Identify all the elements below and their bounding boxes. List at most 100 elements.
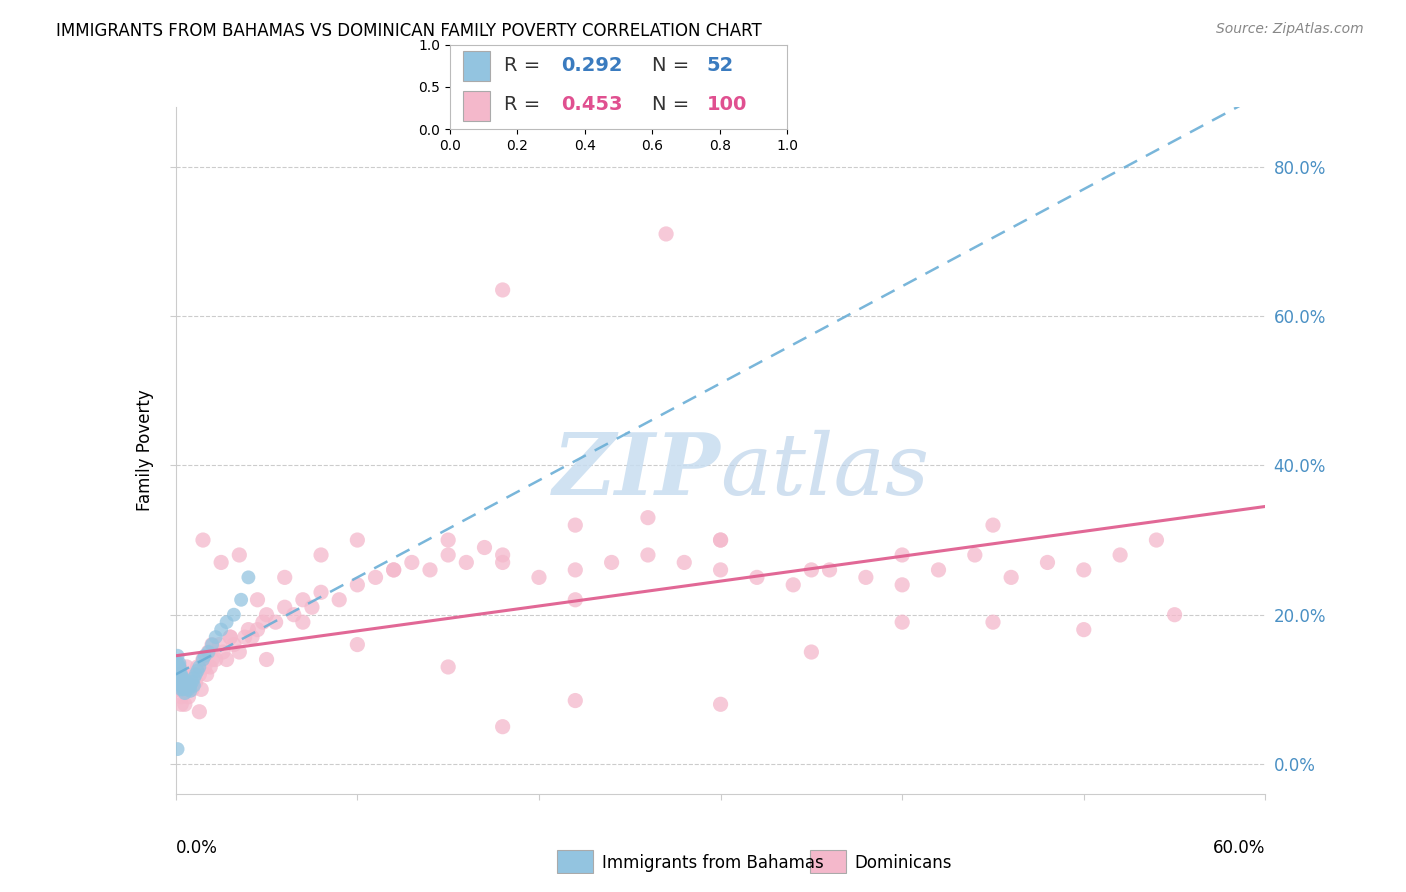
Point xyxy=(169,660,191,674)
Point xyxy=(169,660,191,674)
Text: atlas: atlas xyxy=(721,430,929,512)
Text: R =: R = xyxy=(503,95,547,114)
Point xyxy=(209,556,232,570)
Point xyxy=(527,570,550,584)
Point xyxy=(191,533,214,547)
Point xyxy=(170,690,193,704)
Point xyxy=(1073,623,1095,637)
Point xyxy=(179,679,201,693)
Point xyxy=(172,671,194,685)
Point xyxy=(222,638,245,652)
Point xyxy=(170,671,193,685)
Point xyxy=(170,676,193,690)
Text: 0.453: 0.453 xyxy=(561,95,623,114)
Point xyxy=(274,570,297,584)
Point xyxy=(170,698,193,712)
Text: 100: 100 xyxy=(706,95,747,114)
Point xyxy=(172,667,194,681)
Y-axis label: Family Poverty: Family Poverty xyxy=(136,390,155,511)
Text: 0.0%: 0.0% xyxy=(176,838,218,856)
Point xyxy=(710,698,733,712)
Point xyxy=(301,600,323,615)
Point xyxy=(1000,570,1022,584)
Point xyxy=(492,283,515,297)
Point xyxy=(215,615,238,630)
Point xyxy=(564,592,586,607)
Point xyxy=(176,660,198,674)
Point xyxy=(346,578,368,592)
Point xyxy=(474,541,496,555)
Point xyxy=(231,592,253,607)
Point xyxy=(238,570,260,584)
Point xyxy=(456,556,478,570)
Point xyxy=(179,674,201,689)
Point xyxy=(309,585,332,599)
Point xyxy=(184,674,207,689)
Point xyxy=(981,615,1004,630)
Point xyxy=(170,674,193,689)
Text: N =: N = xyxy=(652,56,696,75)
Point xyxy=(673,556,696,570)
Point xyxy=(169,667,191,681)
Point xyxy=(212,645,235,659)
Point xyxy=(173,681,195,695)
Point xyxy=(176,679,198,693)
Point xyxy=(177,690,200,704)
Point xyxy=(1036,556,1059,570)
Point xyxy=(166,648,188,663)
Point xyxy=(891,548,914,562)
Point xyxy=(201,638,224,652)
Point xyxy=(600,556,623,570)
Point xyxy=(183,679,205,693)
Point xyxy=(215,652,238,666)
Point xyxy=(710,533,733,547)
Point xyxy=(401,556,423,570)
Point xyxy=(256,652,278,666)
Point xyxy=(170,682,193,697)
Point xyxy=(437,548,460,562)
Point xyxy=(169,661,191,675)
Point xyxy=(274,600,297,615)
Point xyxy=(166,664,188,678)
Point xyxy=(492,556,515,570)
Point xyxy=(256,607,278,622)
Point xyxy=(170,679,193,693)
Text: Dominicans: Dominicans xyxy=(855,855,952,872)
Point xyxy=(209,623,232,637)
Point xyxy=(188,705,211,719)
Point xyxy=(194,660,217,674)
Point xyxy=(437,660,460,674)
Point xyxy=(197,645,219,659)
Point xyxy=(166,657,188,671)
Point xyxy=(166,660,188,674)
Point xyxy=(166,682,188,697)
Point xyxy=(201,652,224,666)
Point xyxy=(492,720,515,734)
Point xyxy=(177,676,200,690)
Point xyxy=(172,679,194,693)
Point xyxy=(169,664,191,678)
Point xyxy=(818,563,841,577)
Point xyxy=(252,615,274,630)
Point xyxy=(346,533,368,547)
Point xyxy=(800,563,823,577)
Point xyxy=(201,638,224,652)
Point xyxy=(200,660,222,674)
Point xyxy=(172,676,194,690)
Point xyxy=(928,563,950,577)
Point xyxy=(283,607,305,622)
Point xyxy=(745,570,768,584)
Point xyxy=(891,615,914,630)
Point xyxy=(228,548,250,562)
Point xyxy=(177,682,200,697)
Point xyxy=(169,682,191,697)
Point xyxy=(782,578,804,592)
Point xyxy=(637,548,659,562)
Point xyxy=(169,660,191,674)
Point xyxy=(191,652,214,666)
Point xyxy=(181,674,204,689)
Point xyxy=(246,592,269,607)
Text: N =: N = xyxy=(652,95,696,114)
Text: Source: ZipAtlas.com: Source: ZipAtlas.com xyxy=(1216,22,1364,37)
Point xyxy=(176,682,198,697)
